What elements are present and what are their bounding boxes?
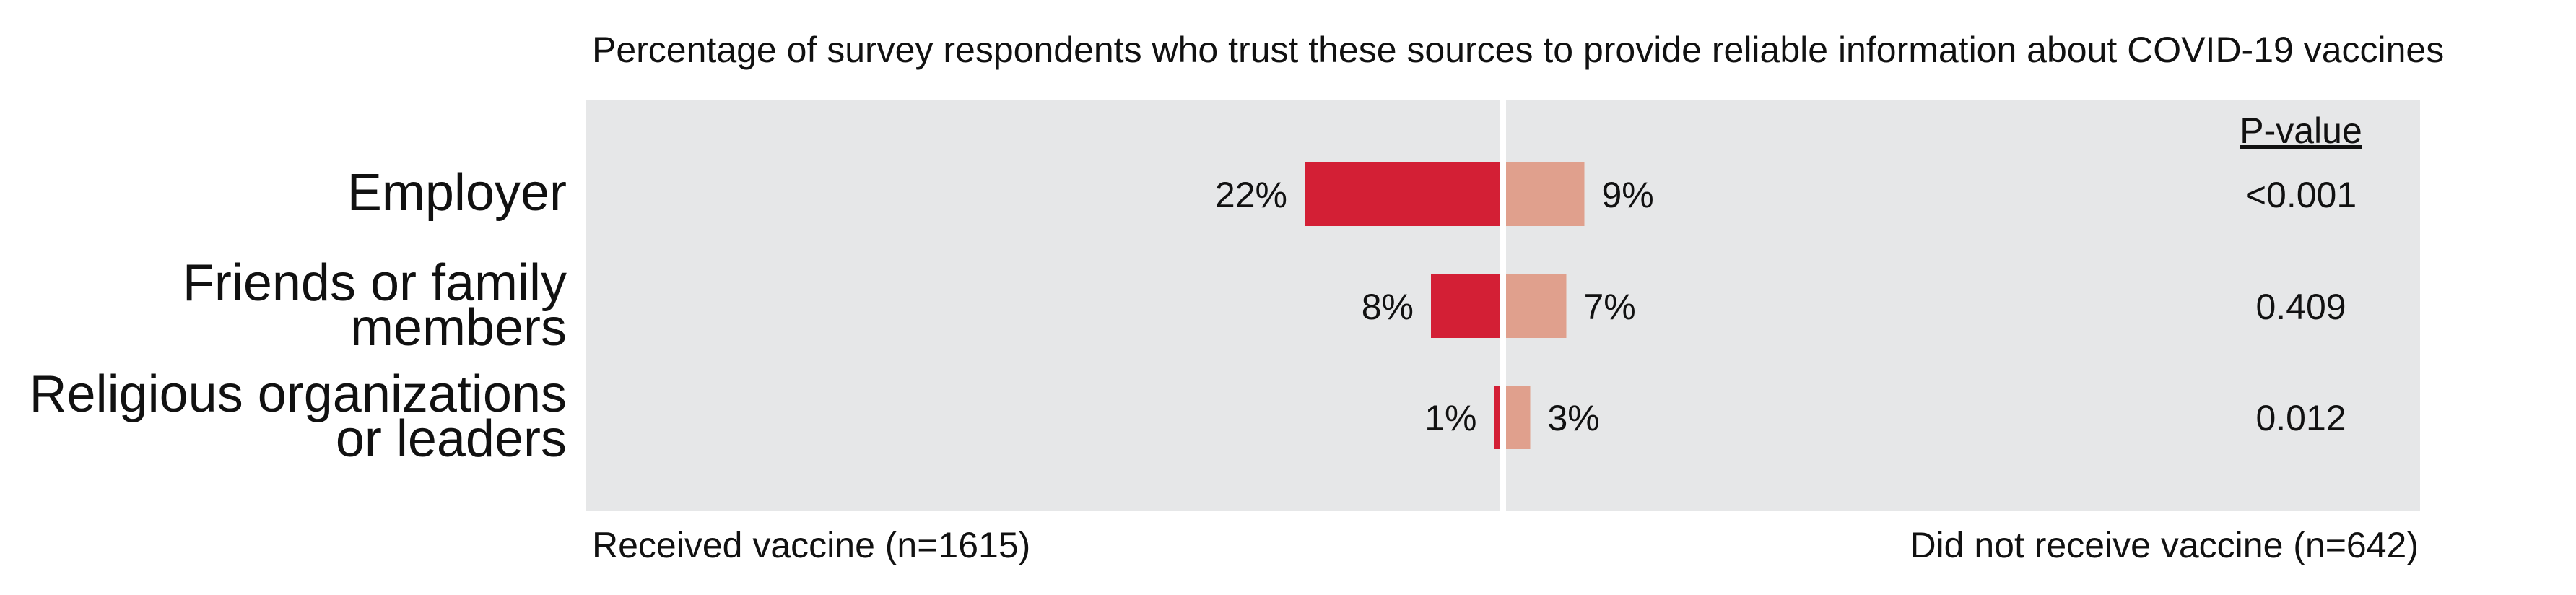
p-value-friends-or-family-members: 0.409 xyxy=(2255,287,2346,327)
value-label-received-friends-or-family-members: 8% xyxy=(1362,287,1414,327)
category-label-friends-or-family-members: Friends or family members xyxy=(183,254,567,357)
value-label-received-religious-organizations-or-leaders: 1% xyxy=(1424,398,1476,438)
p-value-religious-organizations-or-leaders: 0.012 xyxy=(2255,398,2346,438)
p-value-header: P-value xyxy=(2240,110,2362,151)
bar-received-friends-or-family-members xyxy=(1431,274,1503,338)
chart-title: Percentage of survey respondents who tru… xyxy=(592,30,2444,70)
legend-did-not-receive-vaccine: Did not receive vaccine (n=642) xyxy=(1910,525,2419,565)
value-label-not-received-friends-or-family-members: 7% xyxy=(1584,287,1636,327)
category-label-religious-organizations-or-leaders: Religious organizations or leaders xyxy=(30,365,567,468)
bars-layer xyxy=(1305,162,1585,449)
labels-layer: 22% 9% Employer <0.001 8% 7% Friends or family… xyxy=(30,164,2357,468)
legend-received-vaccine: Received vaccine (n=1615) xyxy=(592,525,1030,565)
bar-not-received-friends-or-family-members xyxy=(1503,274,1567,338)
bar-received-employer xyxy=(1305,162,1503,226)
value-label-not-received-religious-organizations-or-leaders: 3% xyxy=(1548,398,1600,438)
bar-not-received-religious-organizations-or-leaders xyxy=(1503,386,1531,449)
bar-not-received-employer xyxy=(1503,162,1585,226)
value-label-received-employer: 22% xyxy=(1215,175,1287,215)
category-label-employer: Employer xyxy=(347,164,567,222)
p-value-employer: <0.001 xyxy=(2245,175,2357,215)
value-label-not-received-employer: 9% xyxy=(1602,175,1654,215)
